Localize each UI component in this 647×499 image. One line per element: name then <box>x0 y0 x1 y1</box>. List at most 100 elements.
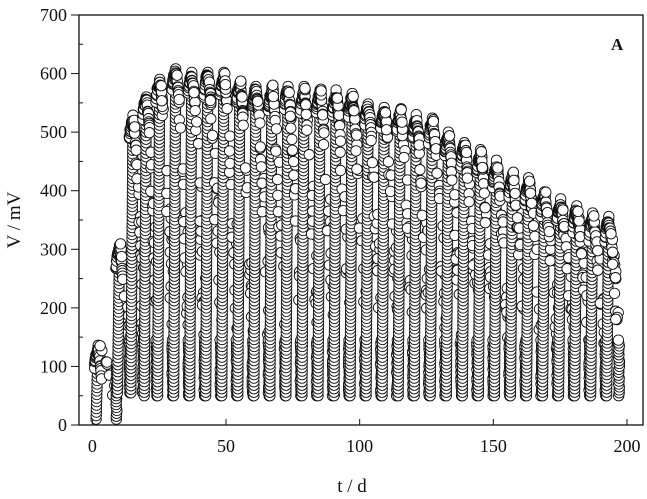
x-tick-label: 200 <box>613 436 640 456</box>
data-point <box>414 164 426 176</box>
data-point <box>283 86 295 99</box>
data-point <box>270 145 282 157</box>
data-point <box>592 264 604 276</box>
y-tick-label: 700 <box>40 5 67 25</box>
data-point <box>221 102 233 115</box>
data-point <box>300 108 312 121</box>
data-point <box>543 225 555 238</box>
data-point <box>348 105 360 117</box>
data-point <box>461 172 474 184</box>
x-axis-label: t / d <box>337 476 367 497</box>
data-point <box>523 175 536 187</box>
data-point <box>156 95 168 107</box>
y-tick-label: 0 <box>58 415 67 435</box>
data-point <box>300 99 312 111</box>
data-point <box>143 127 156 139</box>
data-point <box>541 206 554 219</box>
data-point <box>334 135 347 147</box>
data-point <box>173 93 185 106</box>
data-point <box>334 146 346 158</box>
data-point <box>286 133 298 146</box>
data-point <box>606 246 619 258</box>
data-point <box>317 109 329 121</box>
data-point <box>479 202 491 214</box>
data-point <box>366 156 378 169</box>
y-tick-label: 100 <box>40 356 67 376</box>
data-point <box>191 116 203 128</box>
data-point <box>443 130 456 142</box>
data-point <box>540 186 552 198</box>
data-point <box>236 91 248 103</box>
data-point <box>413 139 425 151</box>
y-tick-label: 200 <box>40 298 67 318</box>
data-point <box>334 164 347 177</box>
data-point <box>204 94 217 107</box>
data-point <box>286 144 299 156</box>
data-point <box>272 189 284 202</box>
data-point <box>544 255 556 267</box>
data-point <box>415 177 427 189</box>
data-point <box>592 245 604 257</box>
data-point <box>256 177 268 189</box>
y-axis-label: V / mV <box>4 191 25 248</box>
data-point <box>237 119 249 131</box>
data-point <box>526 197 538 209</box>
data-point <box>254 141 266 153</box>
data-point <box>347 90 359 103</box>
data-point <box>174 122 187 134</box>
data-point <box>223 145 236 157</box>
data-point <box>224 157 236 170</box>
x-tick-label: 0 <box>88 436 97 456</box>
data-point <box>575 248 588 260</box>
data-point <box>475 146 488 158</box>
y-tick-label: 400 <box>40 181 67 201</box>
data-point <box>557 204 569 216</box>
data-point <box>508 174 520 187</box>
data-point <box>331 92 344 104</box>
data-point <box>235 75 247 87</box>
data-point <box>270 123 283 135</box>
y-tick-label: 500 <box>40 122 67 142</box>
data-point <box>317 138 330 151</box>
data-point <box>416 209 428 222</box>
data-point <box>365 134 377 147</box>
data-point <box>252 95 264 108</box>
data-point <box>610 313 622 325</box>
data-point <box>605 228 617 240</box>
data-point <box>427 115 440 128</box>
data-point <box>171 69 183 81</box>
data-point <box>382 156 395 168</box>
data-point <box>287 155 300 168</box>
data-point <box>368 171 380 183</box>
y-tick-label: 300 <box>40 239 67 259</box>
data-point <box>431 167 443 179</box>
data-point <box>116 250 128 263</box>
data-point <box>94 340 106 352</box>
data-point <box>301 124 313 136</box>
data-point <box>114 238 127 250</box>
data-point <box>609 272 622 284</box>
panel-label: A <box>611 35 624 54</box>
data-point <box>446 174 458 186</box>
data-point <box>511 212 524 224</box>
data-point <box>606 258 619 270</box>
y-tick-label: 600 <box>40 64 67 84</box>
data-point <box>572 205 584 218</box>
data-point <box>396 116 408 128</box>
data-point <box>206 129 219 142</box>
data-point <box>315 85 327 97</box>
x-tick-label: 100 <box>346 436 373 456</box>
data-point <box>284 110 296 122</box>
data-point <box>319 173 332 186</box>
data-point <box>303 149 315 161</box>
data-point <box>351 163 363 175</box>
data-point <box>318 127 330 139</box>
data-point <box>155 80 167 92</box>
data-points <box>88 63 626 425</box>
data-point <box>524 187 537 199</box>
data-point <box>130 144 142 156</box>
data-point <box>239 162 252 174</box>
data-point <box>573 215 585 227</box>
